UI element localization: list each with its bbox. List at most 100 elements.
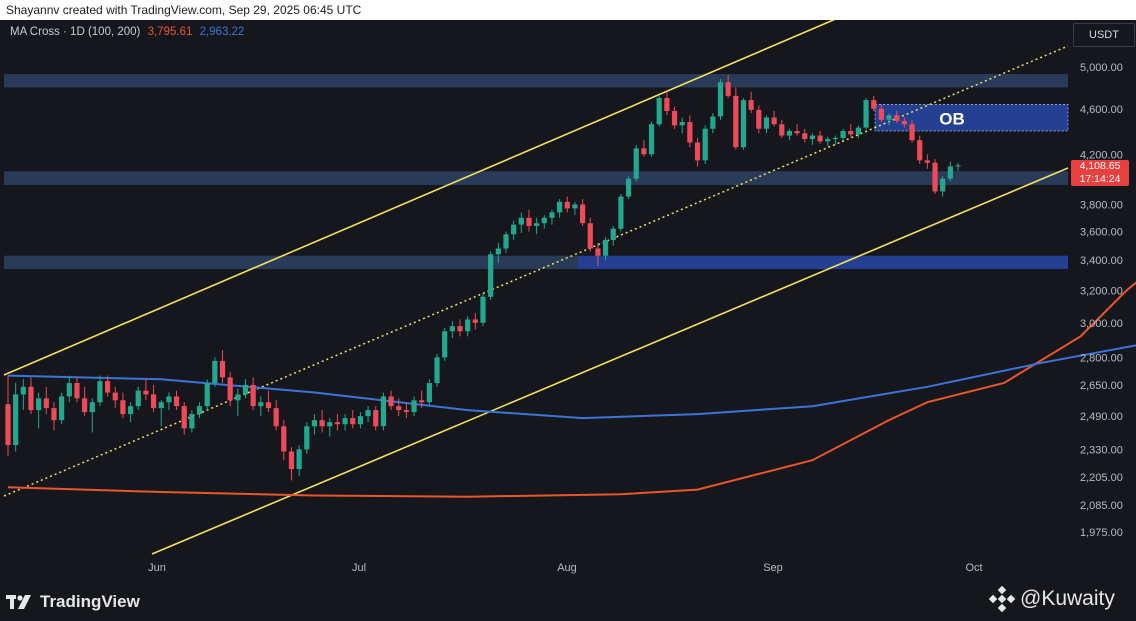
y-axis-ticks: 5,000.00 4,600.00 4,200.00 3,800.00 3,600.00… [1080, 62, 1123, 539]
x-tick-label: Aug [557, 562, 577, 574]
candle-body [725, 82, 731, 96]
candle-body [74, 383, 80, 399]
brand-name: TradingView [40, 592, 140, 611]
candle-body [511, 224, 517, 235]
candle-body [794, 131, 800, 134]
candle-body [419, 400, 425, 403]
candle-body [120, 400, 126, 415]
candle-body [304, 426, 310, 450]
candle-body [82, 398, 88, 413]
candle-body [327, 422, 333, 427]
current-price-tag: 4,108.65 17:14:24 [1071, 160, 1129, 186]
x-tick-label: Jun [148, 562, 166, 574]
currency-selector[interactable]: USDT [1073, 23, 1135, 47]
candle-body [258, 402, 264, 407]
candle-body [273, 408, 279, 427]
candle-body [442, 331, 448, 358]
candle-body [947, 166, 953, 179]
candle-body [36, 398, 42, 411]
candle-body [710, 116, 716, 129]
candle-body [840, 131, 846, 138]
y-tick-label: 3,000.00 [1080, 318, 1123, 330]
demand-zone-3400 [578, 255, 1068, 270]
candle-body [610, 228, 616, 240]
candle-body [281, 426, 287, 452]
candle-body [587, 223, 593, 249]
candle-body [150, 394, 157, 409]
y-tick-label: 3,200.00 [1080, 285, 1123, 297]
candle-body [664, 97, 670, 111]
candle-body [894, 115, 900, 121]
y-tick-label: 5,000.00 [1080, 62, 1123, 74]
candle-body [426, 383, 432, 403]
x-tick-label: Oct [965, 562, 982, 574]
candle-body [625, 178, 632, 197]
candle-body [564, 201, 570, 209]
candle-body [779, 124, 785, 136]
candle-body [955, 165, 961, 167]
candle-body [181, 406, 187, 429]
candle-body [771, 117, 777, 125]
watermark-text: @Kuwaity [1020, 587, 1115, 610]
y-tick-label: 2,205.00 [1080, 472, 1123, 484]
candle-body [717, 82, 724, 117]
y-tick-label: 1,975.00 [1080, 527, 1123, 539]
bar-countdown: 17:14:24 [1079, 173, 1121, 185]
candle-body [319, 420, 325, 427]
candle-body [242, 384, 249, 395]
support-zone-3400-left [4, 255, 578, 270]
y-tick-label: 4,600.00 [1080, 104, 1123, 116]
candle-body [679, 121, 685, 126]
ob-zone-label-group: OB [939, 110, 965, 129]
tradingview-logo[interactable]: TradingView [6, 592, 140, 612]
channel-lines [3, 17, 1069, 555]
indicator-legend[interactable]: MA Cross · 1D (100, 200) 3,795.61 2,963.… [10, 26, 244, 38]
candle-body [166, 396, 172, 403]
resistance-zone-top [4, 74, 1068, 88]
ma200-value: 2,963.22 [199, 26, 245, 38]
candle-body [618, 196, 624, 229]
candle-body [863, 100, 869, 128]
candle-body [51, 408, 57, 421]
candle-body [112, 392, 118, 401]
candle-body [488, 254, 494, 297]
y-tick-label: 3,400.00 [1080, 255, 1123, 267]
candle-body [878, 108, 884, 120]
channel-lower-line [151, 167, 1069, 555]
attribution-bar: Shayannv created with TradingView.com, S… [0, 0, 1136, 20]
candle-body [557, 201, 563, 213]
candle-body [227, 377, 233, 401]
candle-body [901, 120, 907, 125]
candle-body [196, 406, 203, 415]
candle-body [334, 422, 341, 425]
candle-body [434, 357, 440, 384]
candle-body [786, 131, 793, 136]
candle-body [687, 121, 693, 143]
candle-body [43, 398, 49, 409]
candle-body [5, 404, 11, 446]
y-tick-label: 2,650.00 [1080, 380, 1123, 392]
candle-body [212, 360, 218, 384]
candle-body [549, 212, 555, 218]
candle-body [756, 109, 762, 129]
candle-body [579, 204, 586, 224]
support-zone-4000 [4, 171, 1068, 186]
candle-body [832, 137, 839, 140]
candle-body [495, 248, 501, 255]
x-tick-label: Jul [352, 562, 366, 574]
support-resistance-zones [4, 74, 1069, 270]
candle-body [127, 406, 134, 415]
candle-body [449, 326, 455, 332]
candle-body [595, 248, 601, 256]
candle-body [465, 319, 471, 332]
ob-zone-label: OB [939, 110, 965, 129]
y-tick-label: 2,490.00 [1080, 411, 1123, 423]
candle-body [886, 115, 892, 120]
current-price-value: 4,108.65 [1079, 160, 1121, 172]
ob-zone [874, 104, 1069, 132]
indicator-label: MA Cross · 1D (100, 200) [10, 26, 141, 38]
candle-body [480, 296, 486, 323]
candle-body [28, 386, 34, 411]
